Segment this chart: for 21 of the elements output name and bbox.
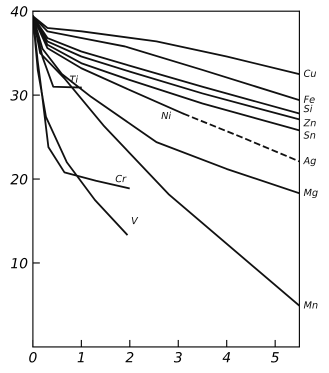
series-label: Zn (303, 119, 316, 126)
series-label: V (132, 216, 138, 224)
y-tick-label: 10 (11, 258, 28, 268)
x-tick-label: 4 (222, 352, 230, 362)
x-tick-label: 5 (271, 352, 279, 362)
x-tick-label: 0 (29, 352, 37, 362)
series-label: Ag (303, 157, 316, 166)
series-label: Cu (304, 70, 316, 77)
x-tick-label: 2 (125, 352, 134, 362)
series-label: Sn (304, 131, 316, 139)
series-label: Si (304, 104, 312, 112)
series-label: Mg (304, 188, 318, 198)
x-tick-label: 3 (174, 352, 182, 362)
series-label: Ni (161, 112, 172, 120)
y-tick-label: 30 (10, 90, 28, 101)
y-tick-label: 40 (10, 6, 28, 17)
series-label: Mn (304, 301, 318, 308)
series-label: Fe (304, 96, 315, 103)
y-tick-label: 20 (10, 174, 28, 185)
series-label: Cr (116, 174, 127, 182)
x-tick-label: 1 (78, 352, 84, 362)
